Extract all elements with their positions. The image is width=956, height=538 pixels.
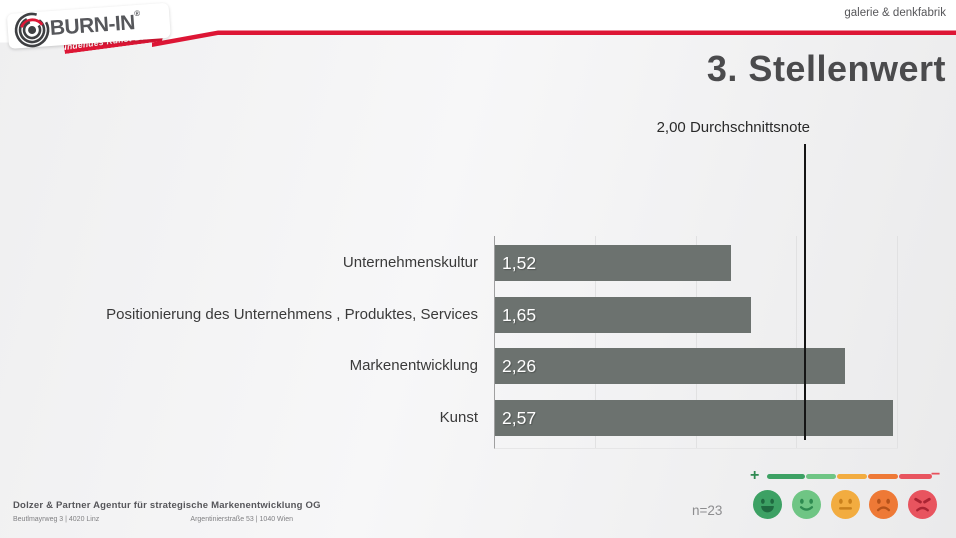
plus-icon: + — [750, 467, 760, 484]
category-label: Kunst — [439, 408, 478, 426]
smiley-rating-scale — [753, 490, 937, 519]
smiley-smile-icon — [791, 490, 821, 519]
gradient-segment — [767, 474, 805, 479]
header-white-strip — [0, 0, 956, 43]
bar-3: 2,26 — [495, 348, 846, 384]
galerie-denkfabrik-label: galerie & denkfabrik — [844, 7, 946, 19]
smiley-grin-icon — [753, 490, 782, 519]
bar-chart-plot-area: 1,52 1,65 2,26 2,57 — [494, 236, 898, 449]
category-axis-labels: Unternehmenskultur Positionierung des Unt… — [0, 236, 486, 448]
smiley-frown-icon — [869, 490, 899, 519]
logo-brand-text: BURN-IN® — [49, 8, 140, 40]
gridline — [695, 236, 697, 448]
minus-icon: − — [931, 466, 941, 483]
gradient-segment — [806, 474, 836, 479]
gradient-segment — [868, 474, 898, 479]
header-band — [0, 0, 956, 47]
footer-company-name: Dolzer & Partner Agentur für strategisch… — [13, 500, 321, 511]
bar-1: 1,52 — [495, 245, 731, 281]
bar-value-label: 2,26 — [502, 356, 537, 376]
gridline — [594, 236, 596, 448]
gradient-segment — [837, 474, 867, 479]
registered-mark: ® — [133, 8, 140, 18]
reference-line-label: 2,00 Durchschnittsnote — [656, 119, 810, 136]
footer-addresses: Beutlmayrweg 3 | 4020 Linz Argentinierst… — [13, 516, 293, 523]
category-label: Unternehmenskultur — [342, 254, 478, 271]
smiley-neutral-icon — [830, 490, 860, 519]
gridline — [897, 236, 898, 448]
footer-address-linz: Beutlmayrweg 3 | 4020 Linz — [13, 516, 100, 523]
bar-value-label: 1,52 — [502, 253, 537, 273]
rating-gradient-bar — [767, 474, 932, 479]
category-label: Positionierung des Unternehmens , Produk… — [106, 305, 478, 323]
bar-value-label: 2,57 — [502, 407, 537, 428]
sample-size-label: n=23 — [692, 503, 723, 518]
gradient-segment — [899, 474, 932, 479]
smiley-angry-icon — [908, 490, 937, 519]
bar-value-label: 1,65 — [502, 304, 537, 325]
footer-address-wien: Argentinierstraße 53 | 1040 Wien — [190, 516, 293, 523]
page-title: 3. Stellenwert — [706, 48, 946, 89]
target-spiral-icon — [14, 12, 50, 48]
reference-line — [804, 144, 806, 440]
bar-2: 1,65 — [495, 296, 751, 333]
bar-4: 2,57 — [495, 399, 894, 436]
category-label: Markenentwicklung — [349, 357, 478, 374]
header-red-line — [152, 30, 956, 47]
gridline — [796, 236, 798, 448]
